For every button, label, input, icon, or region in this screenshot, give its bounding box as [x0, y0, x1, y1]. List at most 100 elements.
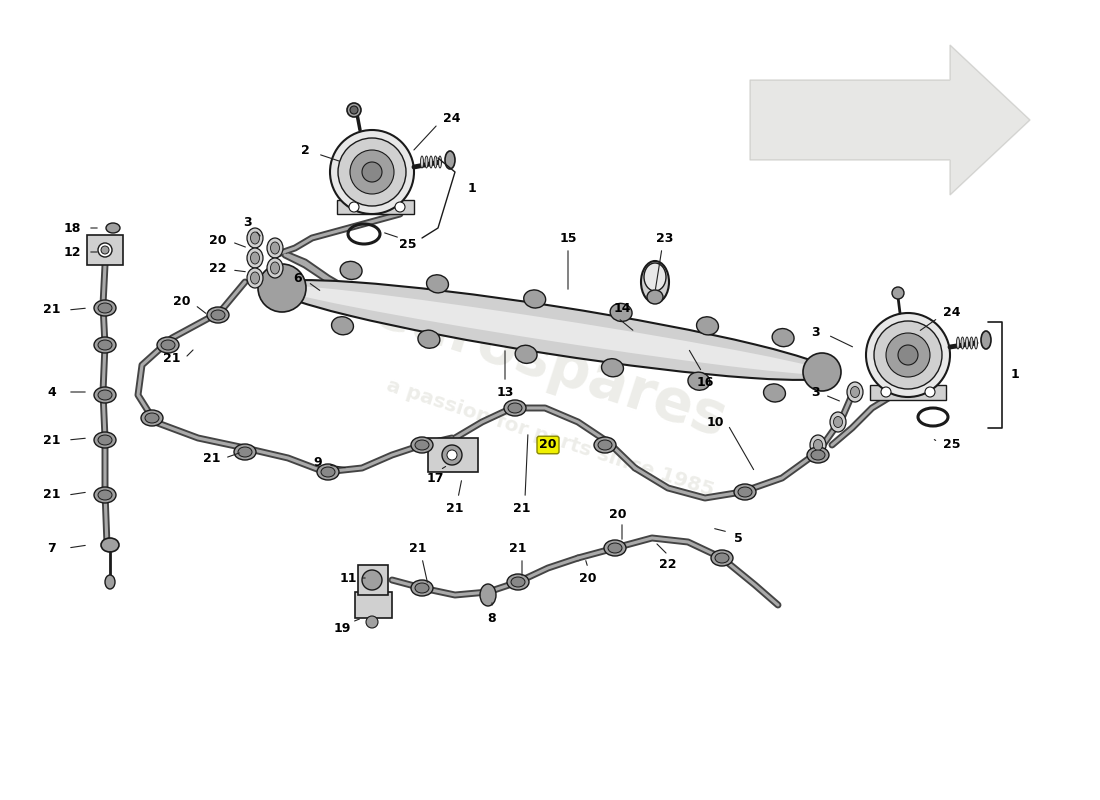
Text: 21: 21 — [43, 303, 60, 317]
Ellipse shape — [211, 310, 226, 320]
Ellipse shape — [715, 553, 729, 563]
Ellipse shape — [251, 232, 260, 244]
Ellipse shape — [251, 252, 260, 264]
Circle shape — [447, 450, 456, 460]
Ellipse shape — [106, 223, 120, 233]
Ellipse shape — [270, 280, 835, 380]
Ellipse shape — [420, 156, 424, 168]
Ellipse shape — [610, 303, 632, 322]
Ellipse shape — [598, 440, 612, 450]
Text: 21: 21 — [163, 351, 180, 365]
Ellipse shape — [248, 228, 263, 248]
Ellipse shape — [434, 156, 437, 168]
Ellipse shape — [425, 156, 428, 168]
Text: 17: 17 — [426, 471, 443, 485]
Ellipse shape — [602, 358, 624, 377]
Ellipse shape — [647, 290, 663, 304]
Ellipse shape — [271, 262, 279, 274]
Ellipse shape — [850, 386, 859, 398]
Circle shape — [874, 321, 942, 389]
Ellipse shape — [251, 272, 260, 284]
Polygon shape — [355, 592, 392, 618]
Polygon shape — [750, 45, 1030, 195]
Ellipse shape — [411, 437, 433, 453]
Ellipse shape — [331, 317, 353, 334]
Polygon shape — [870, 385, 946, 400]
Ellipse shape — [98, 490, 112, 500]
Text: 6: 6 — [294, 271, 302, 285]
Ellipse shape — [267, 258, 283, 278]
Text: 20: 20 — [174, 295, 190, 309]
Ellipse shape — [524, 290, 546, 308]
Text: 25: 25 — [944, 438, 960, 451]
Text: 20: 20 — [580, 571, 596, 585]
Ellipse shape — [94, 337, 115, 353]
Ellipse shape — [981, 331, 991, 349]
Text: 21: 21 — [447, 502, 464, 514]
Ellipse shape — [157, 337, 179, 353]
Ellipse shape — [830, 412, 846, 432]
Circle shape — [395, 202, 405, 212]
Text: 5: 5 — [734, 531, 742, 545]
Text: 21: 21 — [509, 542, 527, 554]
Text: 3: 3 — [811, 326, 819, 338]
Text: 21: 21 — [43, 434, 60, 446]
Text: 9: 9 — [314, 455, 322, 469]
Text: 23: 23 — [657, 231, 673, 245]
Text: 24: 24 — [944, 306, 960, 318]
Ellipse shape — [641, 261, 669, 303]
Ellipse shape — [814, 439, 823, 450]
Ellipse shape — [101, 538, 119, 552]
Circle shape — [101, 246, 109, 254]
Ellipse shape — [94, 432, 115, 448]
Circle shape — [350, 150, 394, 194]
Ellipse shape — [772, 329, 794, 346]
Ellipse shape — [415, 440, 429, 450]
Text: 22: 22 — [659, 558, 676, 571]
Ellipse shape — [234, 444, 256, 460]
Ellipse shape — [94, 387, 115, 403]
Ellipse shape — [508, 403, 522, 413]
Text: 25: 25 — [399, 238, 417, 251]
Circle shape — [330, 130, 414, 214]
Ellipse shape — [104, 575, 116, 589]
Ellipse shape — [604, 540, 626, 556]
Circle shape — [338, 138, 406, 206]
Ellipse shape — [267, 238, 283, 258]
Ellipse shape — [975, 337, 978, 349]
Ellipse shape — [238, 447, 252, 457]
Ellipse shape — [970, 337, 974, 349]
Ellipse shape — [480, 584, 496, 606]
Ellipse shape — [321, 467, 336, 477]
Text: a passion for parts since 1985: a passion for parts since 1985 — [384, 376, 716, 500]
Text: 1: 1 — [468, 182, 476, 194]
Text: 19: 19 — [333, 622, 351, 634]
Text: 7: 7 — [47, 542, 56, 554]
Text: 10: 10 — [706, 415, 724, 429]
Ellipse shape — [696, 317, 718, 335]
Circle shape — [898, 345, 918, 365]
Ellipse shape — [98, 435, 112, 445]
Ellipse shape — [446, 151, 455, 169]
Text: 11: 11 — [339, 571, 356, 585]
Ellipse shape — [834, 417, 843, 427]
Ellipse shape — [688, 372, 710, 390]
Ellipse shape — [504, 400, 526, 416]
Ellipse shape — [429, 156, 432, 168]
Ellipse shape — [98, 340, 112, 350]
Ellipse shape — [847, 382, 864, 402]
Text: 20: 20 — [539, 438, 557, 451]
Text: 4: 4 — [47, 386, 56, 398]
Text: 21: 21 — [409, 542, 427, 554]
Ellipse shape — [810, 435, 826, 455]
Ellipse shape — [94, 487, 115, 503]
Polygon shape — [337, 200, 414, 214]
Ellipse shape — [439, 156, 441, 168]
Text: 16: 16 — [696, 375, 714, 389]
Text: 20: 20 — [609, 509, 627, 522]
Ellipse shape — [340, 262, 362, 279]
Ellipse shape — [418, 330, 440, 348]
Ellipse shape — [711, 550, 733, 566]
Circle shape — [886, 333, 929, 377]
Ellipse shape — [507, 574, 529, 590]
